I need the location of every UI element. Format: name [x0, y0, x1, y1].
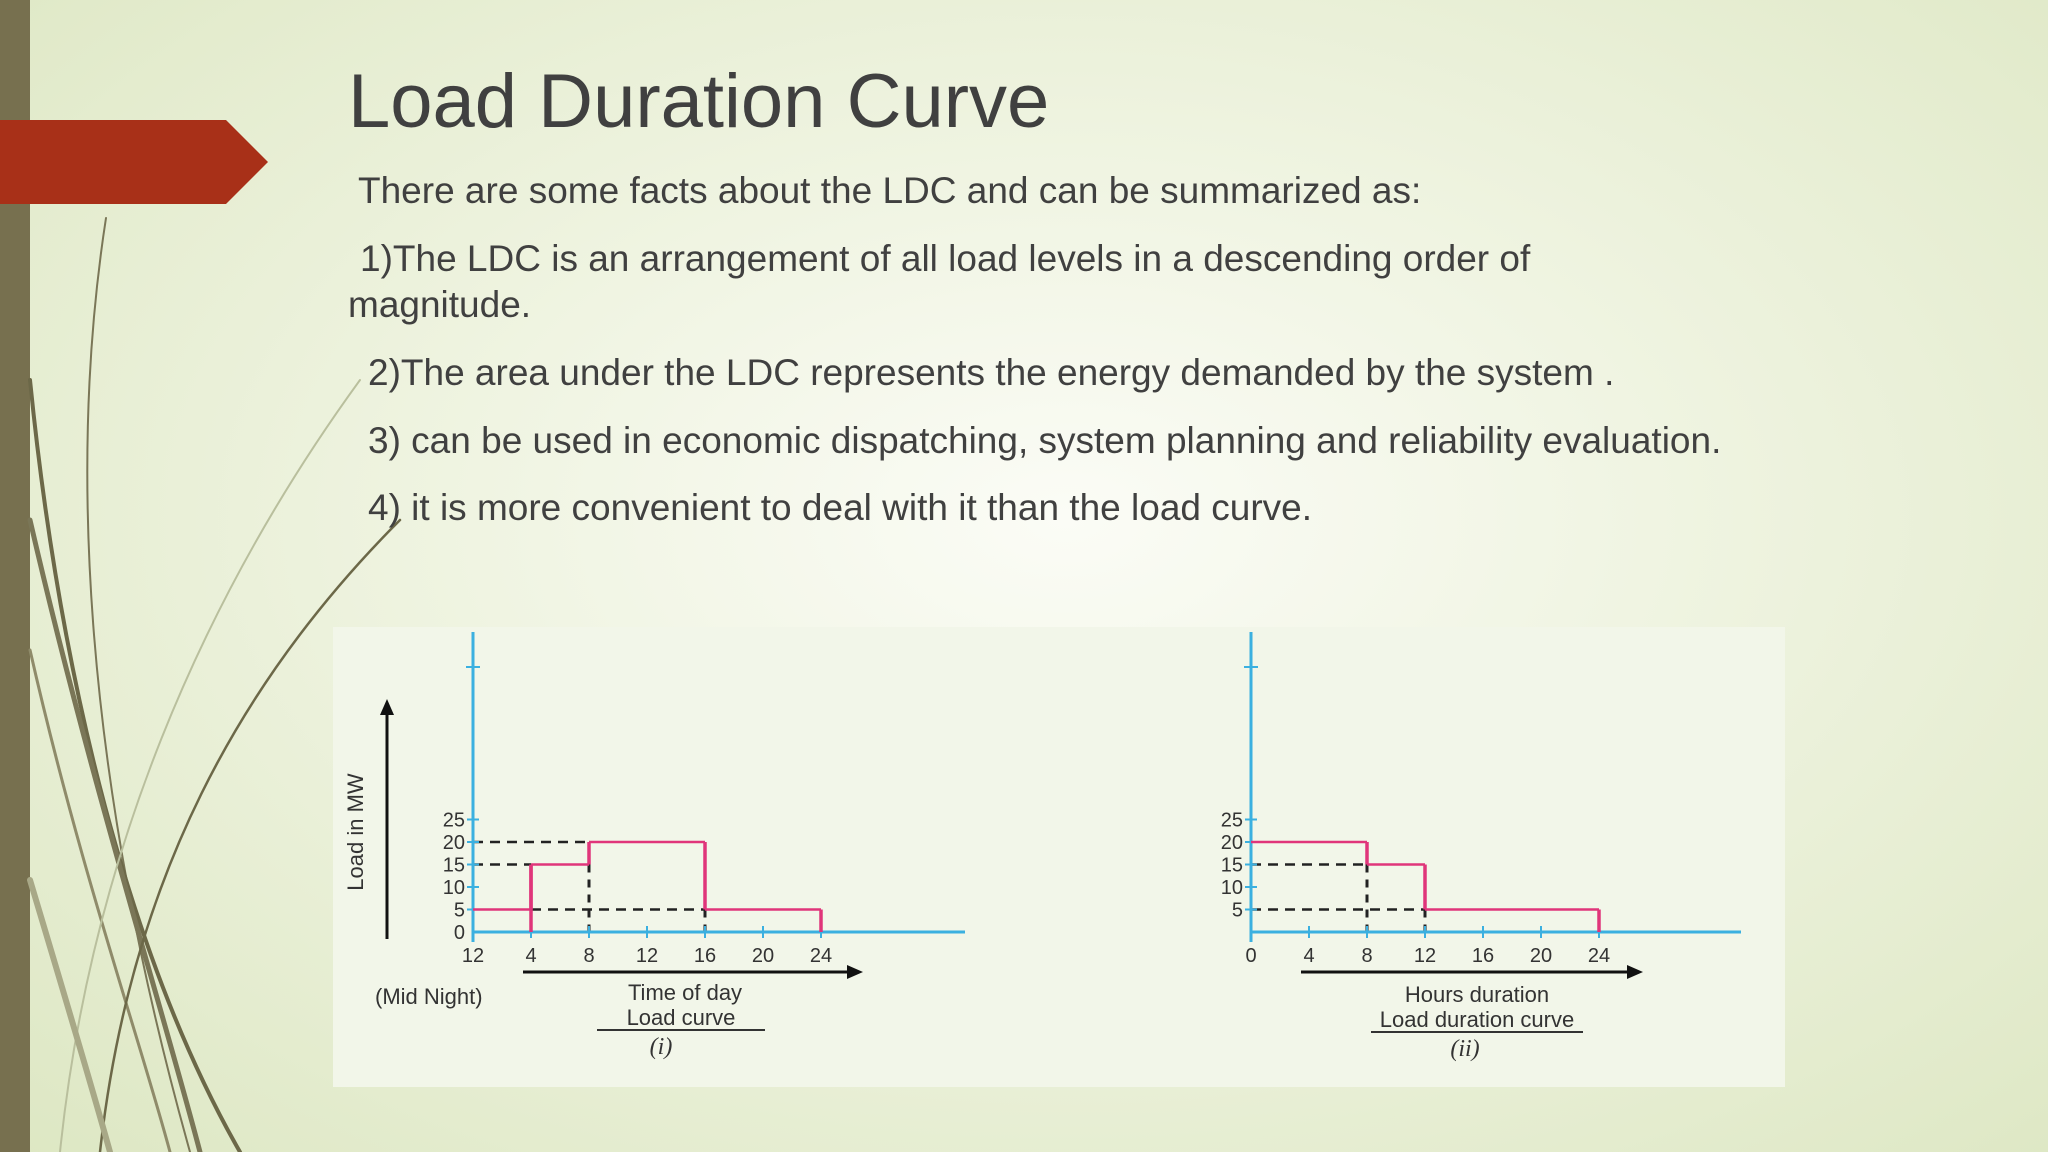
load-duration-caption: Load duration curve [1380, 1007, 1574, 1032]
chart-figure-panel: 0 5 10 15 20 25 12 4 8 12 16 20 24 Load in MW (Mid N… [333, 627, 1785, 1087]
load-duration-xlabel: Hours duration [1405, 982, 1549, 1007]
load-axis-arrowhead [380, 699, 394, 715]
load-curve-xlabel: Time of day [628, 980, 742, 1005]
load-curve-xtick-label-1: 4 [525, 945, 536, 967]
load-duration-ytick-label-15: 15 [1221, 855, 1243, 877]
duration-axis-arrowhead [1627, 965, 1643, 979]
load-duration-xtick-label-5: 20 [1530, 945, 1552, 967]
load-curve-xtick-label-2: 8 [583, 945, 594, 967]
load-curve-ytick-label-15: 15 [443, 855, 465, 877]
load-duration-xtick-label-0: 0 [1245, 945, 1256, 967]
load-duration-marks [1244, 632, 1741, 942]
midnight-note: (Mid Night) [375, 984, 483, 1009]
time-axis-arrowhead [847, 965, 863, 979]
load-curve-ytick-label-20: 20 [443, 832, 465, 854]
load-duration-xtick-label-2: 8 [1361, 945, 1372, 967]
load-curve-xtick-label-4: 16 [694, 945, 716, 967]
load-duration-ytick-label-5: 5 [1232, 900, 1243, 922]
load-duration-ytick-label-20: 20 [1221, 832, 1243, 854]
load-curve-ytick-label-10: 10 [443, 877, 465, 899]
fact-1-line-1: 1)The LDC is an arrangement of all load … [360, 238, 1531, 279]
load-duration-ytick-label-10: 10 [1221, 877, 1243, 899]
load-curve-ylabel: Load in MW [343, 773, 368, 891]
load-duration-xtick-label-3: 12 [1414, 945, 1436, 967]
load-curve-ytick-label-25: 25 [443, 810, 465, 832]
load-duration-xtick-label-4: 16 [1472, 945, 1494, 967]
load-duration-figure-label: (ii) [1450, 1036, 1479, 1062]
load-duration-xtick-label-1: 4 [1303, 945, 1314, 967]
load-curve-xtick-label-6: 24 [810, 945, 832, 967]
fact-3: 3) can be used in economic dispatching, … [368, 420, 1722, 461]
load-curve-marks [466, 632, 965, 942]
load-duration-xtick-label-6: 24 [1588, 945, 1610, 967]
fact-2: 2)The area under the LDC represents the … [368, 352, 1615, 393]
intro-text: There are some facts about the LDC and c… [358, 170, 1422, 211]
load-curve-xtick-label-5: 20 [752, 945, 774, 967]
load-curve-caption: Load curve [627, 1005, 736, 1030]
fact-1-line-2: magnitude. [348, 284, 532, 325]
title-arrow-shape [0, 120, 268, 204]
slide-title: Load Duration Curve [348, 59, 1050, 144]
load-curve-ytick-label-0: 0 [454, 922, 465, 944]
load-curve-figure-label: (i) [650, 1034, 673, 1060]
decorative-swooshes [27, 217, 402, 1152]
load-curve-ytick-label-5: 5 [454, 900, 465, 922]
load-curve-xtick-label-0: 12 [462, 945, 484, 967]
load-curve-xtick-label-3: 12 [636, 945, 658, 967]
load-duration-ytick-label-25: 25 [1221, 810, 1243, 832]
fact-4: 4) it is more convenient to deal with it… [368, 487, 1313, 528]
